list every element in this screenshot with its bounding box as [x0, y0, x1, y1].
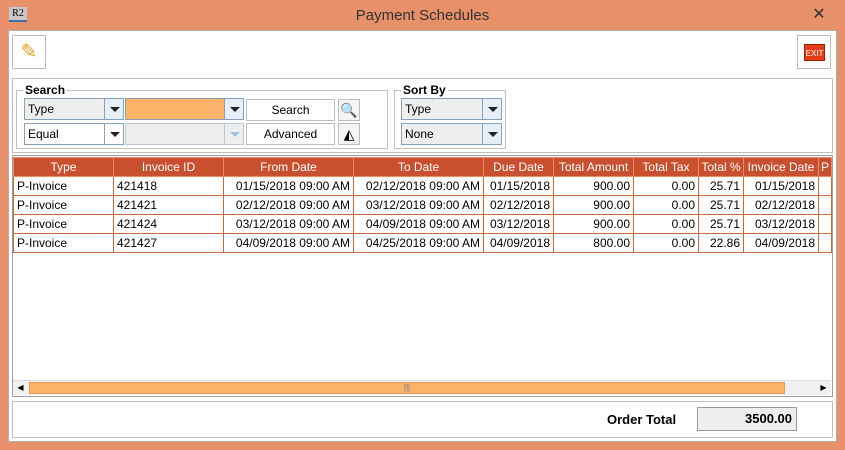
scroll-thumb[interactable]: |||: [29, 382, 785, 394]
table-cell: [817, 195, 833, 215]
table-cell: P-Invoice: [13, 214, 114, 234]
column-header[interactable]: Invoice Date: [743, 157, 819, 177]
table-cell: 900.00: [553, 214, 634, 234]
column-header[interactable]: Invoice ID: [113, 157, 224, 177]
column-header[interactable]: Total Tax: [633, 157, 699, 177]
sort-legend: Sort By: [403, 83, 446, 97]
exit-button[interactable]: EXIT: [797, 35, 831, 69]
table-row[interactable]: P-Invoice 421424 03/12/2018 09:00 AM 04/09/…: [13, 214, 833, 234]
chevron-down-icon[interactable]: [482, 98, 502, 120]
table-row[interactable]: P-Invoice 421421 02/12/2018 09:00 AM 03/12/…: [13, 195, 833, 215]
table-cell: 22.86: [698, 233, 744, 253]
title-bar: R2 Payment Schedules ✕: [0, 0, 845, 30]
order-total-value: 3500.00: [697, 407, 797, 431]
table-cell: P-Invoice: [13, 195, 114, 215]
column-header[interactable]: Total %: [698, 157, 744, 177]
table-cell: 04/09/2018: [483, 233, 554, 253]
close-button[interactable]: ✕: [812, 6, 826, 23]
horizontal-scrollbar[interactable]: ◀ ||| ▶: [13, 380, 831, 395]
table-cell: 900.00: [553, 176, 634, 196]
window-title: Payment Schedules: [355, 7, 490, 24]
table-cell: [817, 176, 833, 196]
search-field-select[interactable]: Type: [24, 98, 105, 120]
sort-group: Sort By: [394, 83, 506, 149]
table-cell: 01/15/2018 09:00 AM: [223, 176, 354, 196]
operator-select[interactable]: Equal: [24, 123, 105, 145]
table-cell: 25.71: [698, 195, 744, 215]
table-cell: 01/15/2018: [743, 176, 819, 196]
column-header[interactable]: Due Date: [483, 157, 554, 177]
app-icon: R2: [9, 7, 27, 22]
table-cell: 0.00: [633, 176, 699, 196]
table-cell: 03/12/2018 09:00 AM: [223, 214, 354, 234]
table-cell: 02/12/2018 09:00 AM: [353, 176, 484, 196]
column-header[interactable]: Type: [13, 157, 114, 177]
operand-select: [125, 123, 225, 145]
table-cell: 421421: [113, 195, 224, 215]
table-cell: 03/12/2018: [483, 214, 554, 234]
search-legend: Search: [25, 83, 66, 97]
chevron-down-icon[interactable]: [104, 98, 124, 120]
filter-panel: [12, 78, 833, 153]
search-group: Search: [16, 83, 388, 149]
column-header[interactable]: From Date: [223, 157, 354, 177]
table-cell: 421427: [113, 233, 224, 253]
table-cell: 03/12/2018 09:00 AM: [353, 195, 484, 215]
scroll-right-button[interactable]: ▶: [820, 383, 827, 392]
table-cell: 900.00: [553, 195, 634, 215]
advanced-search-icon[interactable]: ◭: [338, 123, 360, 145]
exit-icon: EXIT: [804, 44, 825, 61]
chevron-down-icon[interactable]: [224, 98, 244, 120]
sort-order-select[interactable]: None: [401, 123, 483, 145]
table-cell: 04/09/2018: [743, 233, 819, 253]
table-row[interactable]: P-Invoice 421427 04/09/2018 09:00 AM 04/25/…: [13, 233, 833, 253]
table-cell: 25.71: [698, 214, 744, 234]
chevron-down-icon[interactable]: [482, 123, 502, 145]
table-cell: 25.71: [698, 176, 744, 196]
table-cell: 04/09/2018 09:00 AM: [353, 214, 484, 234]
table-cell: 421424: [113, 214, 224, 234]
table-cell: 01/15/2018: [483, 176, 554, 196]
table-cell: 02/12/2018: [483, 195, 554, 215]
sort-field-select[interactable]: Type: [401, 98, 483, 120]
table-cell: P-Invoice: [13, 233, 114, 253]
scroll-left-button[interactable]: ◀: [17, 383, 24, 392]
table-cell: 03/12/2018: [743, 214, 819, 234]
column-header[interactable]: Total Amount: [553, 157, 634, 177]
search-button[interactable]: Search: [246, 99, 335, 121]
table-cell: 02/12/2018 09:00 AM: [223, 195, 354, 215]
table-cell: [817, 214, 833, 234]
table-cell: 0.00: [633, 233, 699, 253]
table-cell: [817, 233, 833, 253]
table-cell: 02/12/2018: [743, 195, 819, 215]
table-cell: 800.00: [553, 233, 634, 253]
advanced-button[interactable]: Advanced: [246, 123, 335, 145]
pencil-icon: ✎: [20, 41, 38, 63]
edit-button[interactable]: ✎: [12, 35, 46, 69]
table-cell: 04/25/2018 09:00 AM: [353, 233, 484, 253]
chevron-down-icon[interactable]: [104, 123, 124, 145]
table-cell: 0.00: [633, 214, 699, 234]
footer-panel: [12, 401, 833, 438]
table-row[interactable]: P-Invoice 421418 01/15/2018 09:00 AM 02/12/…: [13, 176, 833, 196]
table-cell: P-Invoice: [13, 176, 114, 196]
magnifier-icon[interactable]: 🔍: [338, 99, 360, 121]
table-cell: 421418: [113, 176, 224, 196]
order-total-label: Order Total: [607, 412, 677, 427]
table-cell: 0.00: [633, 195, 699, 215]
table-cell: 04/09/2018 09:00 AM: [223, 233, 354, 253]
column-header[interactable]: P: [817, 157, 833, 177]
payment-table: Type Invoice ID From Date To Date Due Date To…: [13, 157, 833, 253]
search-value-input[interactable]: [125, 98, 225, 120]
column-header[interactable]: To Date: [353, 157, 484, 177]
chevron-down-icon: [224, 123, 244, 145]
